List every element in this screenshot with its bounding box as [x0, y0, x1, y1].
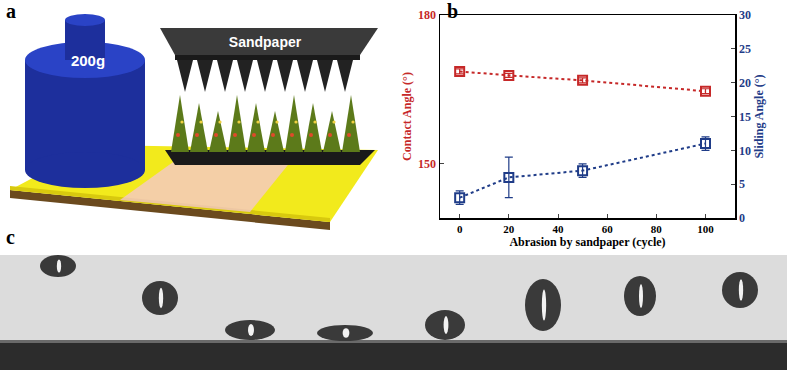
- svg-text:180: 180: [418, 8, 436, 22]
- svg-text:150: 150: [418, 157, 436, 171]
- svg-text:20: 20: [503, 223, 515, 235]
- svg-text:30: 30: [739, 8, 751, 22]
- svg-text:Sandpaper: Sandpaper: [229, 34, 302, 50]
- svg-text:100: 100: [697, 223, 714, 235]
- svg-text:0: 0: [739, 211, 745, 225]
- svg-text:5: 5: [739, 177, 745, 191]
- svg-text:40: 40: [553, 223, 565, 235]
- svg-text:10: 10: [739, 144, 751, 158]
- svg-text:60: 60: [602, 223, 614, 235]
- html-text:c: c: [6, 226, 15, 248]
- svg-text:15: 15: [739, 110, 751, 124]
- svg-text:Contact Angle (°): Contact Angle (°): [400, 72, 414, 161]
- svg-text:200g: 200g: [71, 52, 105, 69]
- html-text:a: a: [6, 0, 16, 22]
- svg-text:25: 25: [739, 42, 751, 56]
- svg-text:80: 80: [651, 223, 663, 235]
- svg-text:Sliding Angle (°): Sliding Angle (°): [752, 74, 766, 158]
- html-text:b: b: [447, 0, 459, 22]
- svg-text:0: 0: [457, 223, 463, 235]
- svg-text:20: 20: [739, 76, 751, 90]
- svg-text:Abrasion by sandpaper (cycle): Abrasion by sandpaper (cycle): [509, 235, 665, 249]
